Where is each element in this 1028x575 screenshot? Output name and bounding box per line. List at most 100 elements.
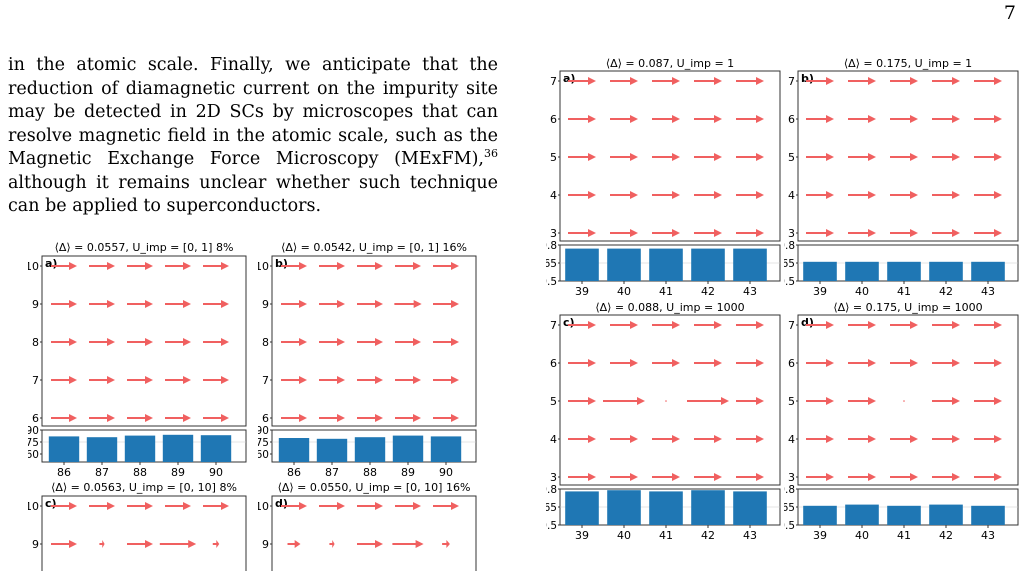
bar [278, 438, 310, 462]
current-arrow [127, 540, 153, 548]
y-tick-label: 9 [32, 298, 39, 311]
current-arrow [932, 359, 960, 367]
current-arrow [395, 414, 421, 422]
y-tick-label: 9 [32, 538, 39, 551]
current-arrow [848, 191, 876, 199]
current-arrow [442, 540, 450, 548]
quiver-frame [559, 70, 781, 242]
current-arrow [603, 397, 645, 405]
current-arrow [357, 300, 383, 308]
current-arrow [568, 359, 596, 367]
current-arrow [890, 191, 918, 199]
bar [607, 490, 641, 525]
current-arrow [394, 300, 422, 308]
panel-title: ⟨Δ⟩ = 0.175, U_imp = 1000 [833, 301, 982, 314]
current-arrow [433, 502, 459, 510]
bar-y-tick-label: 0.5 [546, 276, 557, 288]
panel-title-u: U_imp = 1 [677, 57, 735, 70]
x-tick-label: 39 [575, 285, 589, 297]
x-tick-label: 90 [209, 466, 223, 478]
current-arrow [694, 321, 722, 329]
current-arrow [395, 502, 421, 510]
bar-y-tick-label: 0.8 [546, 240, 557, 252]
y-tick-label: 3 [550, 471, 557, 484]
bar-y-tick-label: 0.60 [258, 449, 269, 461]
current-arrow [687, 397, 729, 405]
bar [607, 248, 641, 281]
current-arrow [51, 414, 77, 422]
current-arrow [568, 191, 596, 199]
y-tick-label: 10 [258, 260, 269, 273]
current-arrow [395, 376, 421, 384]
current-arrow [165, 338, 191, 346]
y-tick-label: 10 [258, 500, 269, 513]
current-arrow [89, 376, 115, 384]
current-arrow [806, 435, 834, 443]
current-arrow [974, 115, 1002, 123]
y-tick-label: 9 [262, 298, 269, 311]
panel-title-mean: ⟨Δ⟩ = 0.0557, [55, 241, 133, 254]
current-arrow [848, 473, 876, 481]
current-arrow [51, 300, 77, 308]
x-tick-label: 43 [743, 285, 757, 297]
x-tick-label: 41 [897, 529, 911, 541]
y-tick-label: 6 [550, 113, 557, 126]
current-arrow [848, 115, 876, 123]
bar-y-tick-label: 0.5 [784, 276, 795, 288]
panel-label: d) [275, 497, 288, 510]
y-tick-label: 3 [788, 227, 795, 240]
figure-svg: ⟨Δ⟩ = 0.0542, U_imp = [0, 1] 16%b)109876… [246, 241, 477, 479]
current-arrow [357, 338, 383, 346]
reference-number: 36 [484, 147, 498, 161]
current-arrow [319, 300, 345, 308]
bar [803, 261, 837, 281]
current-arrow [806, 77, 834, 85]
current-arrow [848, 359, 876, 367]
figure-svg: ⟨Δ⟩ = 0.0563, U_imp = [0, 10] 8% c) 10 9 [25, 481, 247, 575]
x-tick-label: 42 [701, 529, 715, 541]
bar [162, 434, 194, 462]
current-arrow [652, 229, 680, 237]
y-tick-label: 6 [32, 412, 39, 425]
panel-title-mean: ⟨Δ⟩ = 0.088, [595, 301, 666, 314]
bar-y-tick-label: 0.5 [546, 520, 557, 532]
x-tick-label: 41 [897, 285, 911, 297]
panel-title-u: U_imp = 1000 [904, 301, 983, 314]
bar [48, 436, 80, 462]
current-arrow [848, 321, 876, 329]
current-arrow [806, 115, 834, 123]
current-arrow [357, 414, 383, 422]
current-arrow [848, 77, 876, 85]
bar-y-tick-label: 0.65 [784, 502, 795, 514]
x-tick-label: 43 [981, 285, 995, 297]
current-arrow [89, 414, 115, 422]
current-arrow [568, 473, 596, 481]
x-tick-label: 42 [701, 285, 715, 297]
quiver-frame [271, 255, 477, 427]
y-tick-label: 8 [32, 336, 39, 349]
figure-svg: ⟨Δ⟩ = 0.0557, U_imp = [0, 1] 8%a)1098760… [16, 241, 247, 479]
bar [316, 438, 348, 462]
bar-y-tick-label: 0.75 [258, 437, 269, 449]
current-arrow [694, 229, 722, 237]
panel-title: ⟨Δ⟩ = 0.087, U_imp = 1 [606, 57, 734, 70]
y-tick-label: 6 [262, 412, 269, 425]
y-tick-label: 5 [550, 395, 557, 408]
x-tick-label: 42 [939, 285, 953, 297]
y-tick-label: 6 [788, 113, 795, 126]
x-tick-label: 40 [617, 529, 631, 541]
current-arrow [736, 153, 764, 161]
current-arrow [694, 191, 722, 199]
current-arrow [932, 153, 960, 161]
current-arrow [127, 262, 153, 270]
paragraph-text-end: although it remains unclear whether such… [8, 172, 498, 217]
panel-label: b) [275, 257, 288, 270]
body-paragraph: in the atomic scale. Finally, we anticip… [8, 54, 498, 219]
bar-y-tick-label: 0.8 [784, 484, 795, 496]
current-arrow [736, 229, 764, 237]
current-arrow [165, 300, 191, 308]
current-arrow [357, 262, 383, 270]
x-tick-label: 88 [133, 466, 147, 478]
current-arrow [281, 414, 307, 422]
current-arrow [165, 376, 191, 384]
